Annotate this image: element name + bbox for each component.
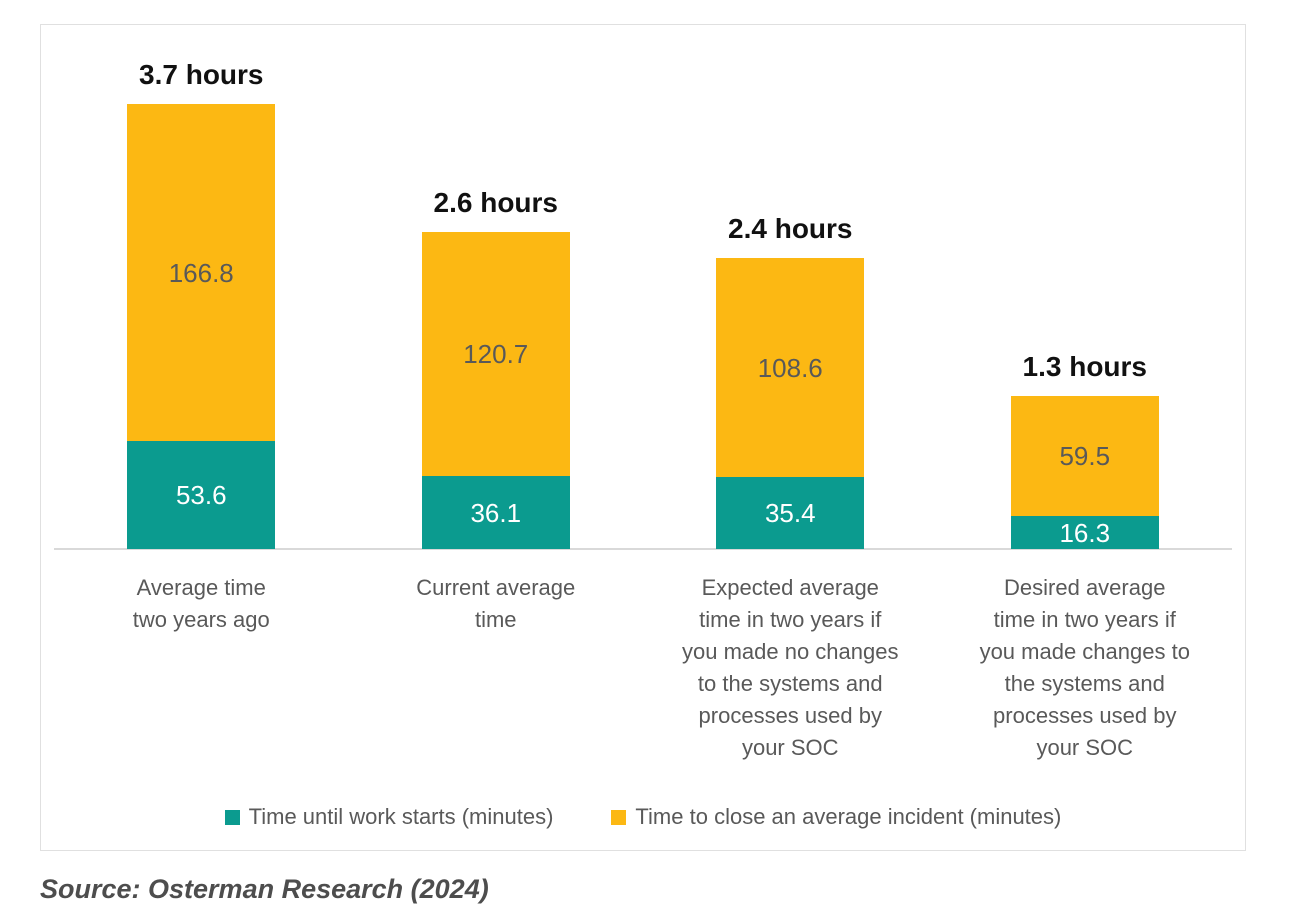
source-caption: Source: Osterman Research (2024) — [40, 874, 489, 904]
category-labels-row: Average time two years ago Current average… — [54, 572, 1232, 764]
bar-value-label: 120.7 — [463, 339, 529, 369]
category-label: Current average time — [416, 575, 576, 632]
bar-value-label: 35.4 — [764, 498, 816, 528]
bar-total-label: 2.6 hours — [433, 187, 558, 218]
bar-segment: 59.5 — [1010, 396, 1159, 516]
stacked-bar: 108.6 35.4 — [716, 258, 865, 549]
bar-segment: 108.6 — [716, 258, 865, 477]
bar-value-label: 166.8 — [168, 257, 234, 288]
legend-swatch — [224, 809, 240, 825]
stacked-bar: 59.5 16.3 — [1010, 396, 1159, 549]
stacked-bar: 166.8 53.6 — [127, 104, 276, 549]
legend-swatch — [611, 809, 627, 825]
bar-segment: 53.6 — [127, 441, 276, 549]
bar-group: 3.7 hours 166.8 53.6 — [54, 25, 349, 550]
bar-segment: 36.1 — [421, 476, 570, 549]
category-label: Expected average time in two years if you … — [682, 575, 899, 760]
bar-total-label: 2.4 hours — [728, 213, 853, 244]
bar-group: 2.6 hours 120.7 36.1 — [349, 25, 644, 550]
bar-value-label: 59.5 — [1059, 441, 1111, 471]
legend-item: Time until work starts (minutes) — [224, 804, 554, 830]
bar-segment: 120.7 — [421, 232, 570, 476]
legend-item-label: Time until work starts (minutes) — [248, 804, 554, 829]
legend-item: Time to close an average incident (minut… — [611, 804, 1061, 830]
bar-value-label: 53.6 — [175, 480, 227, 510]
bar-total-label: 1.3 hours — [1022, 351, 1147, 382]
plot-area: 3.7 hours 166.8 53.6 2.6 hours 120.7 36.1 2.4 … — [54, 25, 1232, 550]
bar-value-label: 16.3 — [1059, 517, 1111, 548]
x-axis-line — [54, 548, 1232, 550]
stacked-bar: 120.7 36.1 — [421, 232, 570, 549]
bar-value-label: 108.6 — [757, 352, 823, 383]
legend-item-label: Time to close an average incident (minut… — [635, 804, 1062, 829]
chart-frame: 3.7 hours 166.8 53.6 2.6 hours 120.7 36.1 2.4 … — [40, 24, 1246, 851]
bar-segment: 35.4 — [716, 477, 865, 549]
bar-total-label: 3.7 hours — [139, 59, 264, 90]
legend: Time until work starts (minutes) Time to … — [41, 804, 1245, 830]
bar-segment: 166.8 — [127, 104, 276, 441]
bar-segment: 16.3 — [1010, 516, 1159, 549]
bar-group: 2.4 hours 108.6 35.4 — [643, 25, 938, 550]
category-label: Average time two years ago — [132, 575, 270, 632]
category-label: Desired average time in two years if you m… — [979, 575, 1190, 760]
bar-value-label: 36.1 — [470, 497, 522, 528]
bar-group: 1.3 hours 59.5 16.3 — [938, 25, 1233, 550]
